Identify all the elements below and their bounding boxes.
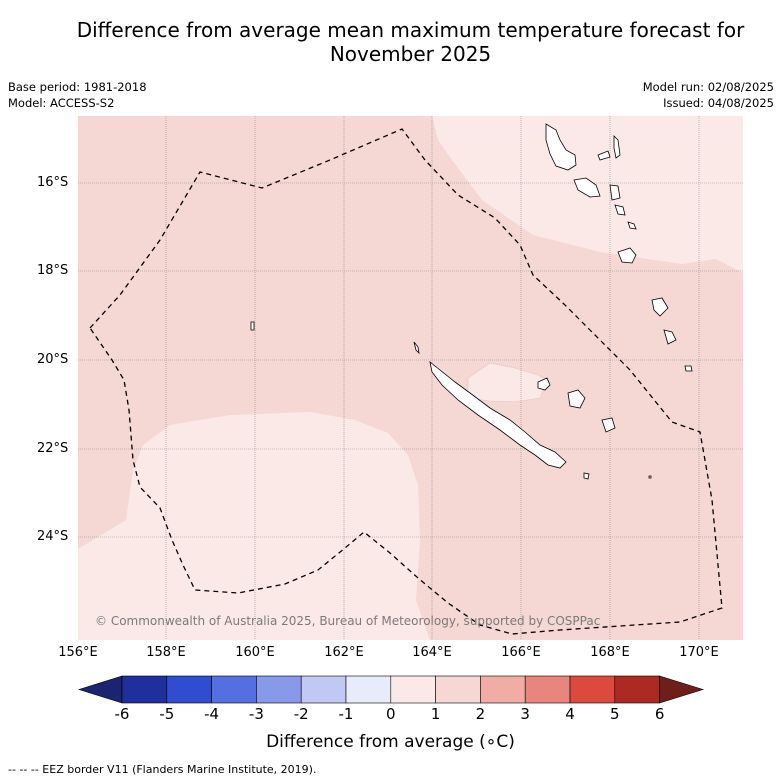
colorbar-segment xyxy=(121,675,168,704)
colorbar-tick-label: -6 xyxy=(114,705,130,723)
model-name: Model: ACCESS-S2 xyxy=(8,96,115,110)
colorbar-tick-label: -5 xyxy=(159,705,175,723)
colorbar-segment xyxy=(390,675,436,704)
lon-tick-164e: 164°E xyxy=(412,645,452,660)
colorbar-segment xyxy=(345,675,392,704)
vanuatu-shepherd xyxy=(627,221,637,230)
colorbar-segment xyxy=(480,675,526,704)
colorbar-segment xyxy=(166,675,212,704)
title-line-1: Difference from average mean maximum tem… xyxy=(76,18,745,42)
colorbar-over-arrow xyxy=(659,675,705,704)
colorbar-tick-label: 4 xyxy=(565,705,575,723)
colorbar-tick-label: 3 xyxy=(520,705,530,723)
loyalty-ouvea xyxy=(537,377,551,391)
colorbar-segment xyxy=(256,675,302,704)
vanuatu-epi xyxy=(614,204,626,216)
chesterfield-islet xyxy=(250,321,255,331)
vanuatu-espiritu-santo xyxy=(545,123,577,171)
lon-tick-170e: 170°E xyxy=(679,645,719,660)
colorbar-tick-label: -1 xyxy=(338,705,354,723)
new-caledonia-island xyxy=(429,361,567,469)
lat-tick-24s: 24°S xyxy=(37,529,69,544)
eez-border xyxy=(89,128,723,635)
lat-tick-22s: 22°S xyxy=(37,441,69,456)
colorbar-under-arrow xyxy=(77,675,123,704)
colorbar-tick-label: 0 xyxy=(386,705,396,723)
lon-tick-168e: 168°E xyxy=(590,645,630,660)
loyalty-mare xyxy=(601,417,616,433)
vanuatu-malekula xyxy=(573,177,601,198)
colorbar-tick-label: -2 xyxy=(293,705,309,723)
colorbar-tick-label: -3 xyxy=(248,705,264,723)
eez-legend-note: -- -- -- EEZ border V11 (Flanders Marine… xyxy=(8,763,317,776)
chart-title: Difference from average mean maximum tem… xyxy=(0,18,781,66)
lon-tick-158e: 158°E xyxy=(146,645,186,660)
lon-tick-156e: 156°E xyxy=(58,645,98,660)
lon-tick-162e: 162°E xyxy=(324,645,364,660)
walpole-island xyxy=(648,475,652,479)
colorbar-tick-label: -4 xyxy=(204,705,220,723)
meta-right: Model run: 02/08/2025 Issued: 04/08/2025 xyxy=(643,79,774,111)
loyalty-lifou xyxy=(567,389,586,409)
colorbar-segment xyxy=(300,675,347,704)
colorbar-segment xyxy=(524,675,571,704)
lat-tick-18s: 18°S xyxy=(37,263,69,278)
colorbar-segment xyxy=(435,675,481,704)
vanuatu-pentecost xyxy=(609,184,621,201)
issued-date: Issued: 04/08/2025 xyxy=(663,96,774,110)
lat-tick-20s: 20°S xyxy=(37,352,69,367)
belep-islands xyxy=(413,341,420,355)
colorbar-tick-label: 2 xyxy=(475,705,486,723)
colorbar-segment xyxy=(569,675,616,704)
vanuatu-aneityum xyxy=(684,365,693,372)
title-line-2: November 2025 xyxy=(329,42,492,66)
vanuatu-efate xyxy=(617,247,637,264)
colorbar-segment xyxy=(614,675,660,704)
vanuatu-ambae xyxy=(597,150,611,161)
lon-tick-166e: 166°E xyxy=(501,645,541,660)
colorbar-title: Difference from average (∘C) xyxy=(266,732,515,752)
colorbar-segment xyxy=(211,675,257,704)
colorbar xyxy=(77,675,705,704)
colorbar-tick-label: 5 xyxy=(610,705,620,723)
base-period: Base period: 1981-2018 xyxy=(8,80,147,94)
coastlines xyxy=(250,123,693,480)
copyright-notice: © Commonwealth of Australia 2025, Bureau… xyxy=(95,614,601,628)
lat-tick-16s: 16°S xyxy=(37,175,69,190)
model-run: Model run: 02/08/2025 xyxy=(642,80,774,94)
vanuatu-tanna xyxy=(663,329,677,345)
vanuatu-maewo xyxy=(613,135,621,159)
colorbar-tick-label: 1 xyxy=(430,705,441,723)
colorbar-tick-label: 6 xyxy=(654,705,665,723)
meta-left: Base period: 1981-2018 Model: ACCESS-S2 xyxy=(8,79,147,111)
isle-of-pines xyxy=(583,472,590,480)
lon-tick-160e: 160°E xyxy=(235,645,275,660)
gridlines xyxy=(78,116,743,640)
vanuatu-erromango xyxy=(651,297,669,317)
